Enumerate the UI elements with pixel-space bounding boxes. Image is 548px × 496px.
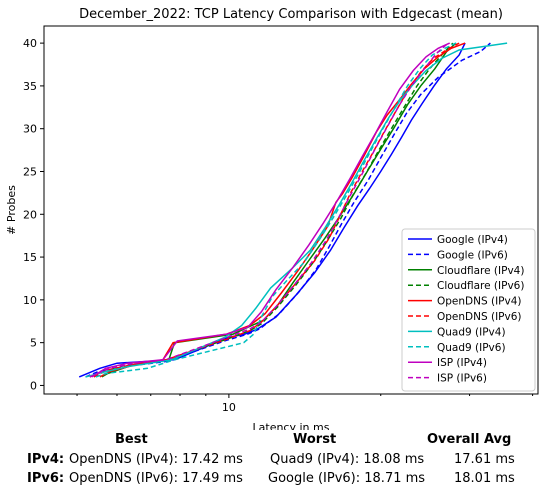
legend-box (401, 228, 536, 392)
y-tick-label: 15 (23, 251, 37, 264)
legend-entry: Cloudflare (IPv4) (437, 265, 524, 277)
y-tick-label: 40 (23, 37, 37, 50)
worst-ipv4: Quad9 (IPv4): 18.08 ms (270, 452, 425, 467)
plot-frame (43, 25, 539, 395)
x-tick-label: 10 (222, 401, 236, 414)
best-ipv6: OpenDNS (IPv6): 17.49 ms (69, 471, 243, 486)
legend-entry: Quad9 (IPv6) (437, 342, 506, 354)
legend-entry: OpenDNS (IPv6) (437, 311, 522, 323)
legend-entry: ISP (IPv4) (437, 357, 487, 369)
row-label-ipv6: IPv6: (27, 471, 65, 486)
latency-chart: December_2022: TCP Latency Comparison wi… (5, 7, 539, 430)
best-ipv4: OpenDNS (IPv4): 17.42 ms (69, 452, 243, 467)
series-line-google-ipv6 (85, 42, 491, 378)
legend-entry: Google (IPv4) (437, 234, 508, 246)
axis-ticks: 0 5 10 15 20 25 30 35 40 10 (23, 37, 534, 414)
series-line-cloudflare-ipv6 (89, 42, 454, 378)
y-axis-label: # Probes (5, 185, 18, 235)
summary-table: Best Worst Overall Avg IPv4: OpenDNS (IP… (0, 430, 548, 496)
legend-entry: OpenDNS (IPv4) (437, 296, 522, 308)
header-worst: Worst (293, 432, 337, 447)
y-tick-label: 0 (30, 379, 37, 392)
legend: Google (IPv4) Google (IPv6) Cloudflare (IP… (401, 228, 536, 392)
chart-title: December_2022: TCP Latency Comparison wi… (79, 7, 503, 22)
avg-ipv4: 17.61 ms (454, 452, 515, 467)
avg-ipv6: 18.01 ms (454, 471, 515, 486)
legend-entry: Google (IPv6) (437, 249, 508, 261)
y-tick-label: 30 (23, 123, 37, 136)
y-tick-label: 10 (23, 294, 37, 307)
series-line-quad9-ipv6 (95, 42, 457, 378)
y-tick-label: 20 (23, 208, 37, 221)
legend-entry: Quad9 (IPv4) (437, 326, 506, 338)
series-line-opendns-ipv4 (99, 42, 466, 378)
series-line-isp-ipv6 (89, 42, 449, 378)
x-axis-label: Latency in ms (253, 421, 330, 430)
legend-entry: Cloudflare (IPv6) (437, 280, 524, 292)
y-tick-label: 25 (23, 165, 37, 178)
legend-entry: ISP (IPv6) (437, 373, 487, 385)
series-line-cloudflare-ipv4 (101, 42, 457, 378)
y-tick-label: 35 (23, 80, 37, 93)
y-tick-label: 5 (30, 337, 37, 350)
header-best: Best (115, 432, 148, 447)
row-label-ipv4: IPv4: (27, 452, 65, 467)
worst-ipv6: Google (IPv6): 18.71 ms (268, 471, 426, 486)
series-lines (78, 42, 508, 378)
series-line-isp-ipv4 (91, 42, 451, 378)
header-overall-avg: Overall Avg (427, 432, 512, 447)
